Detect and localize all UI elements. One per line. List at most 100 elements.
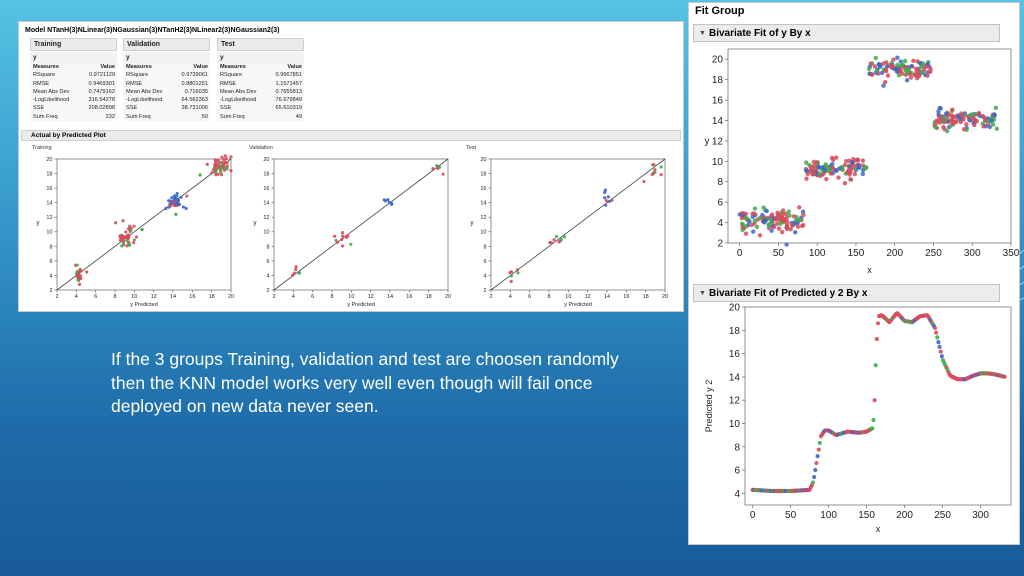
training-response: y — [30, 52, 117, 63]
plot-frame — [744, 306, 1012, 506]
y-tick-label: 12 — [46, 215, 52, 221]
data-point — [891, 57, 896, 62]
data-point — [76, 278, 80, 282]
measure-value: 38.731006 — [181, 105, 208, 112]
measure-name: Mean Abs Dev — [126, 88, 163, 95]
y-tick-label: 14 — [263, 201, 269, 207]
data-point — [335, 240, 340, 244]
training-header[interactable]: Training — [30, 38, 117, 51]
data-point — [842, 180, 848, 186]
data-point — [169, 199, 173, 203]
validation-table: Validation y Measures Value RSquare 0.9739… — [123, 38, 210, 122]
y-tick-label: 2 — [49, 288, 52, 294]
measure-name: RMSE — [33, 80, 50, 87]
data-point — [224, 156, 228, 161]
validation-header[interactable]: Validation — [123, 38, 210, 51]
data-point — [220, 155, 224, 159]
data-point — [747, 219, 752, 224]
data-point — [938, 349, 943, 354]
measure-name: SSE — [126, 105, 138, 112]
data-point — [828, 171, 834, 176]
data-point — [814, 160, 820, 165]
data-point — [229, 155, 233, 159]
y-axis-label: y — [37, 221, 40, 227]
data-point — [990, 122, 996, 127]
data-point — [333, 234, 337, 238]
y-tick-label: 20 — [263, 157, 269, 163]
training-plot-title: Training — [32, 145, 52, 151]
data-point — [642, 179, 646, 184]
data-point — [916, 73, 922, 79]
measure-name: -LogLikelihood — [220, 97, 257, 104]
x-tick-label: 14 — [387, 294, 393, 300]
data-point — [114, 221, 118, 225]
data-point — [340, 237, 344, 242]
fit-group-title: Fit Group — [695, 5, 745, 17]
test-response: y — [217, 52, 304, 63]
data-point — [223, 160, 227, 164]
data-point — [957, 116, 963, 122]
test-header[interactable]: Test — [217, 38, 304, 51]
x-tick-label: 8 — [113, 294, 116, 300]
bivariate-fit-pred-title: Bivariate Fit of Predicted y 2 By x — [709, 288, 868, 299]
data-point — [169, 203, 173, 208]
chevron-down-icon[interactable]: ▼ — [699, 30, 706, 37]
data-point — [121, 219, 125, 223]
x-tick-label: 50 — [785, 510, 797, 521]
bivariate-fit-pred-header[interactable]: ▼ Bivariate Fit of Predicted y 2 By x — [693, 284, 1000, 302]
data-point — [793, 230, 798, 235]
measure-value: 0.9667851 — [275, 72, 302, 79]
bivariate-fit-predicted-plot: 0 50 100 150 200 250 300 4 6 8 10 12 14 16 18 20 x Predic… — [704, 303, 1012, 534]
data-point — [961, 117, 966, 122]
data-point — [994, 126, 1000, 131]
data-point — [205, 162, 209, 166]
diagonal-fit-line — [273, 158, 449, 291]
col-measures: Measures — [33, 64, 59, 70]
data-point — [386, 198, 390, 202]
table-row: RMSE 0.8801251 — [123, 79, 210, 88]
data-point — [222, 168, 227, 172]
data-point — [934, 330, 939, 335]
measure-name: SSE — [220, 105, 232, 112]
table-row: Mean Abs Dev 0.7655813 — [217, 87, 304, 97]
data-point — [548, 240, 552, 245]
y-tick-label: 4 — [266, 273, 269, 279]
data-point — [124, 230, 128, 234]
measure-value: 0.9469301 — [88, 80, 115, 87]
y-tick-label: 14 — [712, 116, 724, 127]
data-point — [769, 212, 775, 217]
measure-value: 0.8801251 — [181, 80, 208, 87]
actual-by-predicted-header[interactable]: Actual by Predicted Plot — [21, 130, 681, 141]
data-point — [875, 321, 881, 326]
table-row: RSquare 0.9667851 — [217, 71, 304, 80]
x-tick-label: 20 — [662, 294, 668, 300]
data-point — [795, 217, 800, 223]
data-point — [950, 121, 956, 126]
measure-value: 50 — [201, 113, 208, 120]
bivariate-fit-y-header[interactable]: ▼ Bivariate Fit of y By x — [693, 24, 1000, 42]
data-point — [966, 114, 971, 119]
data-point — [954, 119, 959, 124]
data-point — [122, 239, 126, 243]
x-tick-label: 14 — [604, 294, 610, 300]
x-tick-label: 2 — [489, 294, 492, 300]
data-point — [812, 171, 817, 177]
x-tick-label: 150 — [858, 510, 875, 521]
data-point — [761, 219, 767, 224]
y-tick-label: 2 — [266, 288, 269, 294]
measure-value: 1.1571457 — [275, 80, 302, 87]
data-point — [740, 224, 745, 230]
chevron-down-icon[interactable]: ▼ — [699, 290, 706, 297]
data-point — [882, 79, 888, 85]
y-tick-label: 18 — [46, 171, 52, 177]
data-point — [132, 238, 136, 242]
x-tick-label: 250 — [934, 510, 951, 521]
x-tick-label: 50 — [773, 248, 785, 259]
data-point — [780, 229, 785, 235]
data-point — [340, 231, 345, 235]
data-point — [961, 127, 967, 132]
data-point — [774, 217, 779, 222]
data-point — [817, 440, 822, 446]
data-point — [198, 173, 202, 177]
y-tick-label: 8 — [483, 244, 486, 250]
